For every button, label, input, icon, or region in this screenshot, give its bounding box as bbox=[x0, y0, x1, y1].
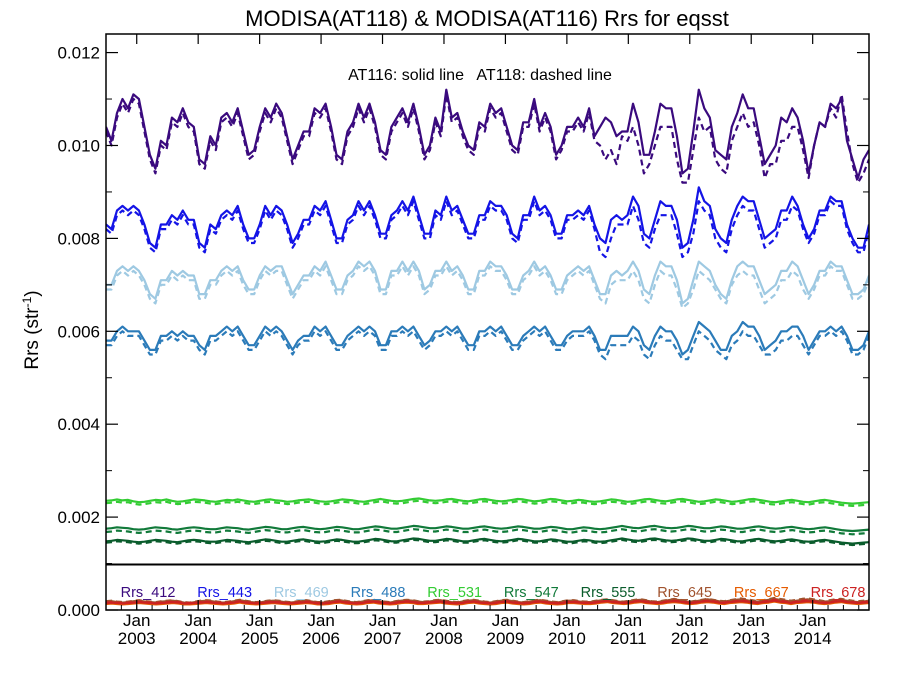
y-axis-label: Rrs (str-1) bbox=[20, 290, 43, 369]
x-tick-label-month: Jan bbox=[369, 611, 396, 630]
x-axis: Jan2003Jan2004Jan2005Jan2006Jan2007Jan20… bbox=[105, 34, 860, 648]
x-tick-label-month: Jan bbox=[430, 611, 457, 630]
y-axis: 0.000 0.002 0.004 0.006 0.008 0.010 0.012 bbox=[57, 44, 869, 620]
x-tick-label-year: 2003 bbox=[118, 629, 156, 648]
legend: Rrs_412 Rrs_443 Rrs_469 Rrs_488 Rrs_531 Rrs_5… bbox=[121, 585, 866, 601]
series-line-rrs-488-solid bbox=[106, 320, 869, 356]
series-line-rrs-443-solid bbox=[106, 186, 869, 249]
y-tick-label: 0.000 bbox=[57, 601, 100, 620]
legend-entry-rrs-469: Rrs_469 bbox=[274, 585, 329, 601]
x-tick-label-month: Jan bbox=[615, 611, 642, 630]
x-tick-label-year: 2012 bbox=[671, 629, 709, 648]
line-style-annotation: AT116: solid line AT118: dashed line bbox=[348, 67, 612, 84]
y-tick-label: 0.004 bbox=[57, 415, 100, 434]
y-axis-label-superscript: -1 bbox=[20, 296, 34, 307]
x-tick-label-year: 2011 bbox=[610, 629, 647, 648]
x-tick-label-year: 2007 bbox=[364, 629, 402, 648]
series-line-rrs-443-dashed bbox=[106, 200, 869, 259]
x-tick-label-month: Jan bbox=[184, 611, 211, 630]
legend-entry-rrs-555: Rrs_555 bbox=[581, 585, 636, 601]
x-tick-label-month: Jan bbox=[553, 611, 580, 630]
series-line-rrs-555-dashed bbox=[106, 538, 869, 547]
series-line-rrs-469-solid bbox=[106, 260, 869, 305]
series-line-rrs-555-solid bbox=[106, 537, 869, 545]
series-line-rrs-547-dashed bbox=[106, 528, 869, 536]
x-tick-label-month: Jan bbox=[246, 611, 273, 630]
legend-entry-rrs-667: Rrs_667 bbox=[734, 585, 789, 601]
x-tick-label-year: 2006 bbox=[302, 629, 340, 648]
legend-entry-rrs-443: Rrs_443 bbox=[197, 585, 252, 601]
x-tick-label-year: 2005 bbox=[241, 629, 279, 648]
x-tick-label-month: Jan bbox=[676, 611, 703, 630]
x-tick-label-month: Jan bbox=[799, 611, 826, 630]
series-line-rrs-547-solid bbox=[106, 524, 869, 533]
legend-entry-rrs-645: Rrs_645 bbox=[657, 585, 712, 601]
x-tick-label-year: 2004 bbox=[179, 629, 217, 648]
series-line-rrs-488-dashed bbox=[106, 330, 869, 361]
x-tick-label-year: 2008 bbox=[425, 629, 463, 648]
series-line-rrs-412-solid bbox=[106, 88, 869, 180]
legend-entry-rrs-488: Rrs_488 bbox=[351, 585, 406, 601]
legend-entry-rrs-412: Rrs_412 bbox=[121, 585, 176, 601]
x-tick-label-year: 2010 bbox=[548, 629, 586, 648]
series-line-rrs-678-dashed bbox=[106, 598, 869, 605]
y-tick-label: 0.006 bbox=[57, 322, 100, 341]
legend-entry-rrs-547: Rrs_547 bbox=[504, 585, 559, 601]
x-tick-label-year: 2009 bbox=[487, 629, 525, 648]
y-tick-label: 0.002 bbox=[57, 508, 100, 527]
legend-entry-rrs-678: Rrs_678 bbox=[811, 585, 866, 601]
chart-title: MODISA(AT118) & MODISA(AT116) Rrs for eq… bbox=[245, 6, 729, 31]
y-tick-label: 0.012 bbox=[57, 44, 100, 63]
x-tick-label-month: Jan bbox=[123, 611, 150, 630]
x-tick-label-year: 2014 bbox=[794, 629, 832, 648]
y-tick-label: 0.010 bbox=[57, 136, 100, 155]
y-axis-label-close: ) bbox=[22, 290, 43, 296]
x-tick-label-month: Jan bbox=[492, 611, 519, 630]
x-tick-label-month: Jan bbox=[738, 611, 765, 630]
y-tick-label: 0.008 bbox=[57, 229, 100, 248]
series-line-rrs-412-dashed bbox=[106, 93, 869, 184]
series-line-rrs-531-solid bbox=[106, 497, 869, 505]
series-line-rrs-531-dashed bbox=[106, 499, 869, 507]
series-layer bbox=[106, 88, 869, 606]
x-tick-label-year: 2013 bbox=[732, 629, 770, 648]
y-axis-label-main: Rrs (str bbox=[22, 307, 43, 370]
x-tick-label-month: Jan bbox=[307, 611, 334, 630]
legend-entry-rrs-531: Rrs_531 bbox=[427, 585, 482, 601]
plot-frame bbox=[105, 33, 870, 611]
